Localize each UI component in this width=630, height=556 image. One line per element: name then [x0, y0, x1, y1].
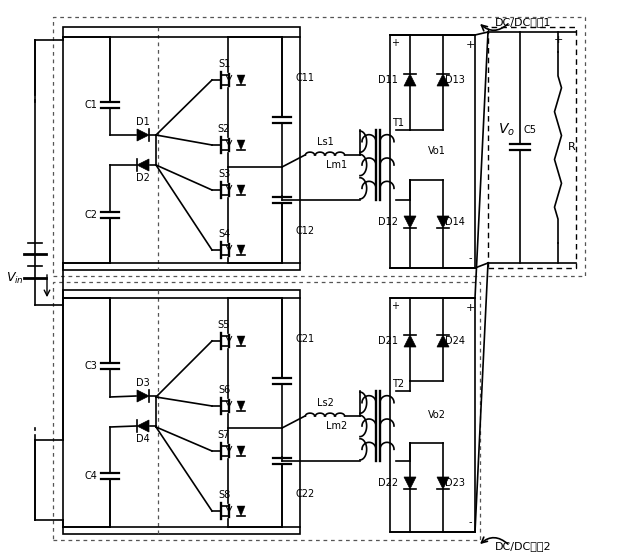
Text: D22: D22	[378, 478, 398, 488]
Text: C1: C1	[84, 100, 97, 110]
Text: S3: S3	[218, 169, 230, 179]
Text: $V_{in}$: $V_{in}$	[6, 270, 24, 286]
Text: S2: S2	[218, 124, 230, 134]
Text: +: +	[466, 40, 474, 50]
Text: S6: S6	[218, 385, 230, 395]
Polygon shape	[137, 390, 149, 402]
Text: D11: D11	[378, 75, 398, 85]
Text: D4: D4	[136, 434, 150, 444]
Text: C22: C22	[295, 489, 314, 499]
Text: R: R	[568, 142, 576, 152]
Text: +: +	[553, 35, 563, 45]
Text: D1: D1	[136, 117, 150, 127]
Text: S5: S5	[218, 320, 230, 330]
Text: T2: T2	[392, 379, 404, 389]
Text: Lm1: Lm1	[326, 160, 347, 170]
Text: D13: D13	[445, 75, 465, 85]
Text: S8: S8	[218, 490, 230, 500]
Text: D14: D14	[445, 217, 465, 227]
Text: C4: C4	[84, 471, 97, 481]
Text: S7: S7	[218, 430, 230, 440]
Text: C21: C21	[295, 334, 314, 344]
Text: D23: D23	[445, 478, 465, 488]
Text: Vo2: Vo2	[428, 410, 446, 420]
Polygon shape	[437, 477, 449, 489]
Bar	[390, 298, 475, 532]
Polygon shape	[237, 336, 245, 346]
Bar	[53, 282, 480, 540]
Polygon shape	[437, 74, 449, 86]
Polygon shape	[137, 420, 149, 432]
Text: D24: D24	[445, 336, 465, 346]
Polygon shape	[137, 129, 149, 141]
Text: T1: T1	[392, 118, 404, 128]
Text: S4: S4	[218, 229, 230, 239]
Bar	[63, 290, 300, 534]
Text: D2: D2	[136, 173, 150, 183]
Text: D12: D12	[378, 217, 398, 227]
Polygon shape	[437, 335, 449, 347]
Polygon shape	[404, 74, 416, 86]
Text: C2: C2	[84, 210, 97, 220]
Bar	[488, 27, 576, 268]
Text: +: +	[391, 38, 399, 48]
Text: C5: C5	[524, 125, 537, 135]
Polygon shape	[404, 216, 416, 228]
Polygon shape	[237, 506, 245, 516]
Bar	[390, 35, 475, 268]
Polygon shape	[237, 140, 245, 150]
Polygon shape	[237, 401, 245, 411]
Polygon shape	[237, 75, 245, 85]
Text: Lm2: Lm2	[326, 421, 347, 431]
Polygon shape	[437, 216, 449, 228]
Text: S1: S1	[218, 59, 230, 69]
Text: D21: D21	[378, 336, 398, 346]
Polygon shape	[237, 446, 245, 456]
Polygon shape	[404, 335, 416, 347]
Polygon shape	[404, 477, 416, 489]
Text: D3: D3	[136, 378, 150, 388]
Text: DC/DC模块1: DC/DC模块1	[495, 17, 551, 27]
Polygon shape	[237, 185, 245, 195]
Text: -: -	[468, 517, 472, 527]
Text: C3: C3	[84, 361, 97, 371]
Polygon shape	[237, 245, 245, 255]
Text: +: +	[391, 301, 399, 311]
Text: Ls1: Ls1	[317, 137, 333, 147]
Text: +: +	[466, 303, 474, 313]
Polygon shape	[137, 159, 149, 171]
Bar	[53, 17, 585, 276]
Bar	[63, 27, 300, 270]
Text: C11: C11	[295, 73, 314, 83]
Text: Vo1: Vo1	[428, 146, 446, 156]
Text: $V_o$: $V_o$	[498, 122, 515, 138]
Text: -: -	[468, 253, 472, 263]
Text: Ls2: Ls2	[316, 398, 333, 408]
Text: C12: C12	[295, 226, 314, 236]
Text: DC/DC模块2: DC/DC模块2	[495, 541, 552, 551]
